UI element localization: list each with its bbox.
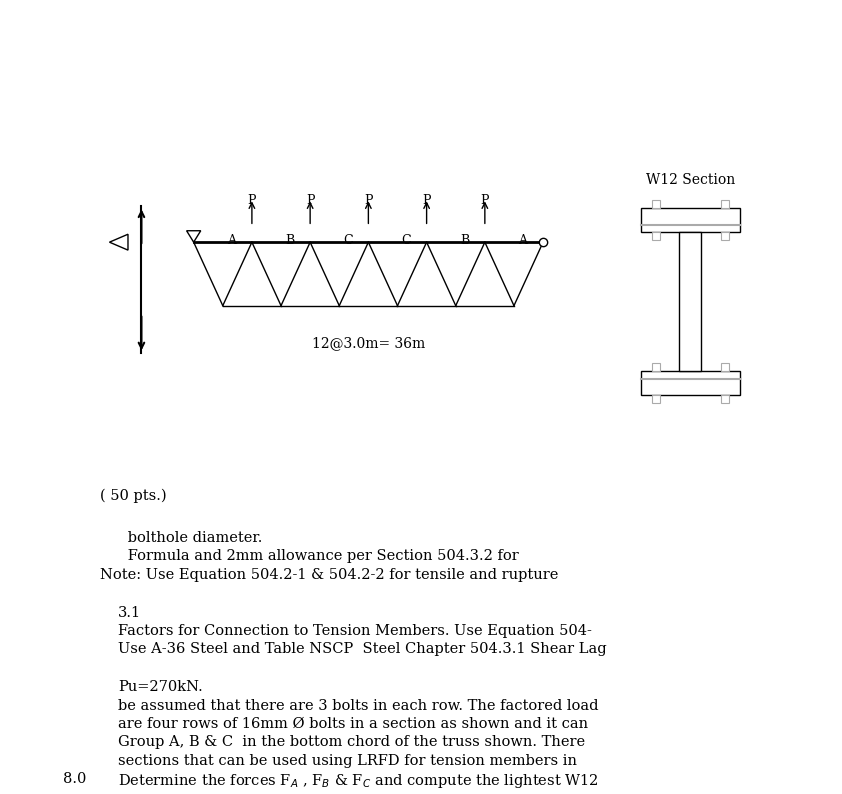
Text: A: A — [227, 234, 236, 247]
Text: P: P — [423, 194, 431, 206]
Bar — [721, 232, 729, 240]
Text: B: B — [285, 234, 295, 247]
Text: C: C — [344, 234, 353, 247]
Bar — [721, 395, 729, 403]
Text: Formula and 2mm allowance per Section 504.3.2 for: Formula and 2mm allowance per Section 50… — [100, 549, 519, 564]
Text: B: B — [460, 234, 469, 247]
Bar — [679, 232, 701, 372]
Bar — [652, 395, 660, 403]
Text: sections that can be used using LRFD for tension members in: sections that can be used using LRFD for… — [118, 754, 577, 768]
Text: Use A-36 Steel and Table NSCP  Steel Chapter 504.3.1 Shear Lag: Use A-36 Steel and Table NSCP Steel Chap… — [118, 642, 606, 657]
Text: A: A — [518, 234, 527, 247]
Text: C: C — [402, 234, 411, 247]
Text: Note: Use Equation 504.2-1 & 504.2-2 for tensile and rupture: Note: Use Equation 504.2-1 & 504.2-2 for… — [100, 568, 558, 582]
Text: P: P — [364, 194, 373, 206]
Text: be assumed that there are 3 bolts in each row. The factored load: be assumed that there are 3 bolts in eac… — [118, 699, 599, 713]
Bar — [641, 372, 740, 395]
Text: Pu=270kN.: Pu=270kN. — [118, 680, 203, 695]
Bar — [652, 364, 660, 372]
Text: P: P — [481, 194, 489, 206]
Bar — [652, 200, 660, 208]
Bar — [721, 364, 729, 372]
Bar — [721, 200, 729, 208]
Text: ( 50 pts.): ( 50 pts.) — [100, 489, 167, 503]
Text: bolthole diameter.: bolthole diameter. — [100, 531, 263, 545]
Text: Group A, B & C  in the bottom chord of the truss shown. There: Group A, B & C in the bottom chord of th… — [118, 735, 585, 750]
Text: 8.0: 8.0 — [63, 772, 87, 786]
Text: 3.1: 3.1 — [118, 606, 141, 620]
Text: are four rows of 16mm Ø bolts in a section as shown and it can: are four rows of 16mm Ø bolts in a secti… — [118, 717, 588, 731]
Text: Determine the forces F$_{A}$ , F$_{B}$ & F$_{C}$ and compute the lightest W12: Determine the forces F$_{A}$ , F$_{B}$ &… — [118, 772, 599, 790]
Text: 12@3.0m= 36m: 12@3.0m= 36m — [312, 336, 425, 350]
Text: P: P — [248, 194, 256, 206]
Text: Factors for Connection to Tension Members. Use Equation 504-: Factors for Connection to Tension Member… — [118, 624, 592, 638]
Text: P: P — [306, 194, 314, 206]
Bar — [641, 208, 740, 232]
Text: W12 Section: W12 Section — [646, 172, 735, 187]
Bar — [652, 232, 660, 240]
